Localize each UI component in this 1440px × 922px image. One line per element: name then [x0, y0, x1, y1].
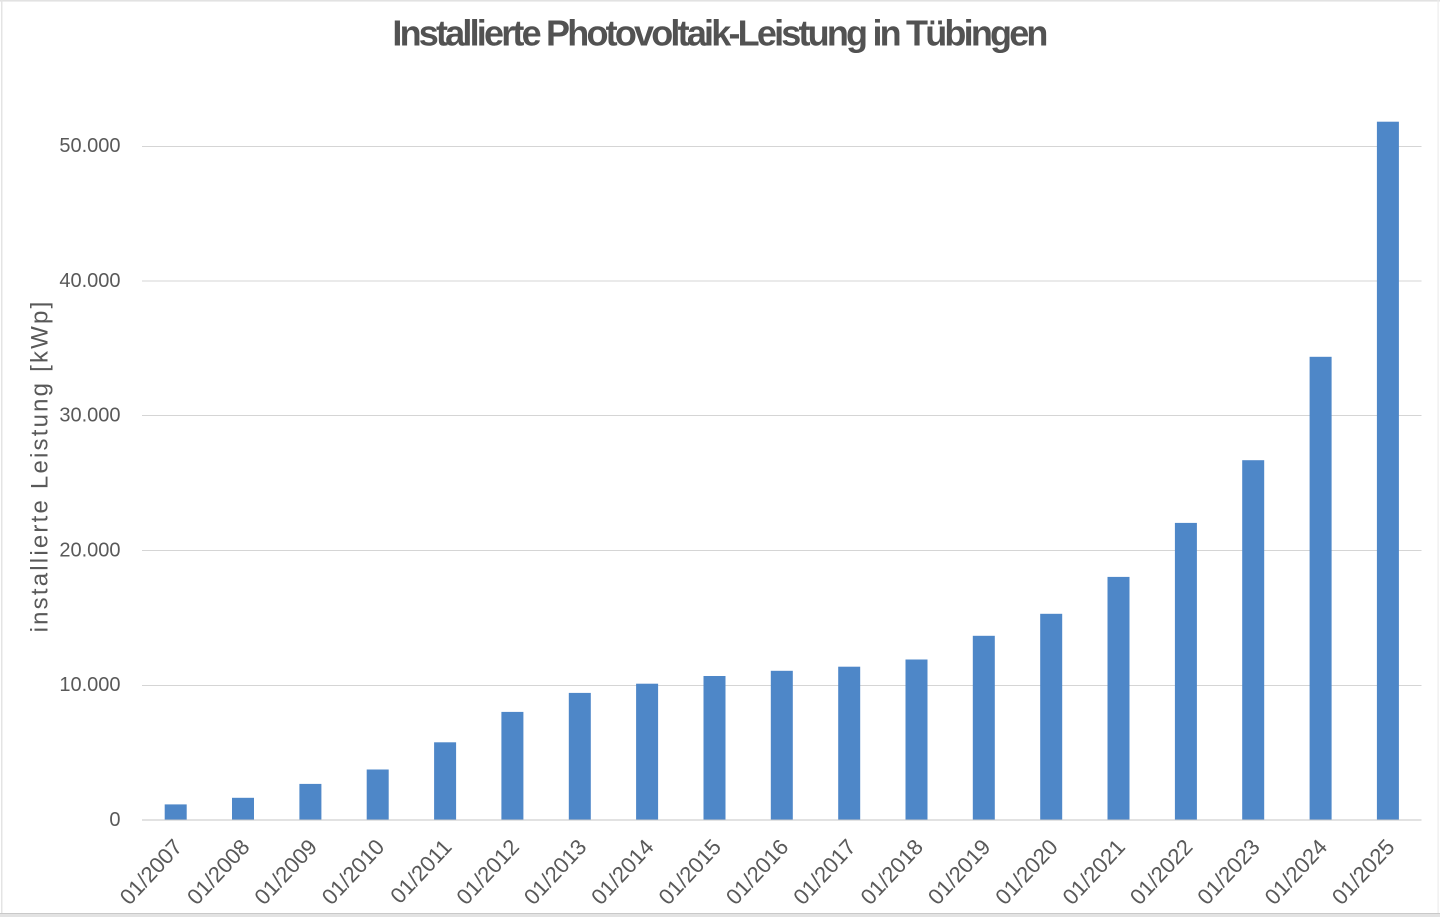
- svg-text:0: 0: [109, 809, 120, 831]
- svg-text:50.000: 50.000: [59, 135, 120, 157]
- svg-text:40.000: 40.000: [59, 270, 120, 292]
- svg-text:Installierte Photovoltaik-Leis: Installierte Photovoltaik-Leistung in Tü…: [392, 12, 1046, 53]
- svg-text:30.000: 30.000: [59, 405, 120, 427]
- svg-text:installierte Leistung [kWp]: installierte Leistung [kWp]: [27, 300, 54, 633]
- svg-text:10.000: 10.000: [59, 674, 120, 696]
- svg-text:20.000: 20.000: [59, 539, 120, 561]
